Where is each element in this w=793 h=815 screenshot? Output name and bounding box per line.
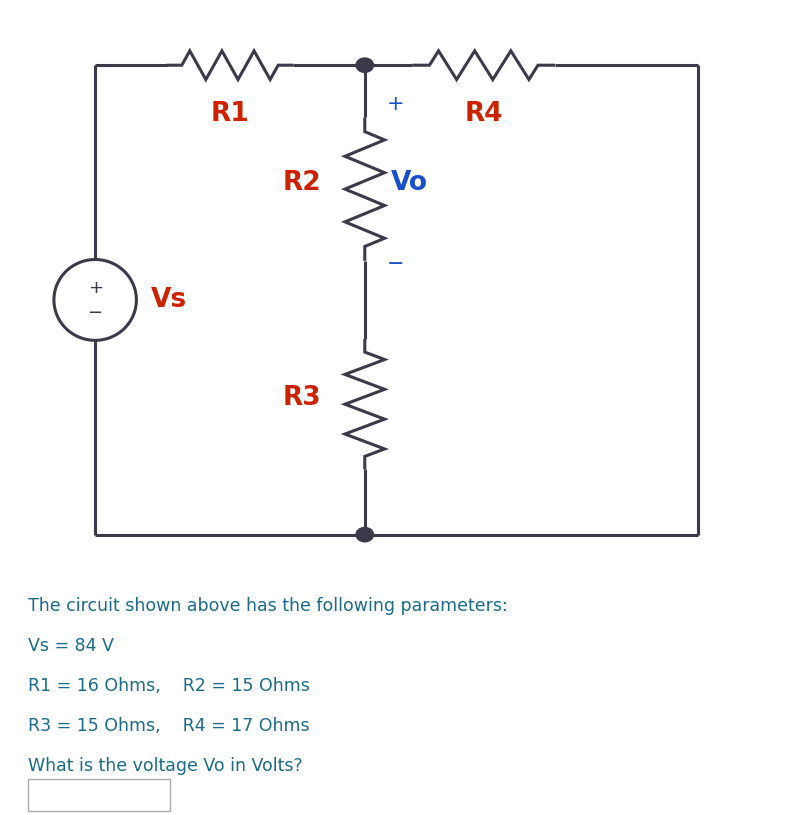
Text: Vs = 84 V: Vs = 84 V <box>28 637 113 655</box>
Text: +: + <box>387 94 404 114</box>
Text: Vo: Vo <box>391 170 428 196</box>
FancyBboxPatch shape <box>28 778 170 812</box>
Text: What is the voltage Vo in Volts?: What is the voltage Vo in Volts? <box>28 757 302 775</box>
Text: The circuit shown above has the following parameters:: The circuit shown above has the followin… <box>28 597 508 615</box>
Text: −: − <box>387 254 404 275</box>
Text: +: + <box>88 280 102 297</box>
Text: R1: R1 <box>211 101 249 127</box>
Text: R1 = 16 Ohms,    R2 = 15 Ohms: R1 = 16 Ohms, R2 = 15 Ohms <box>28 677 309 695</box>
Text: R3 = 15 Ohms,    R4 = 17 Ohms: R3 = 15 Ohms, R4 = 17 Ohms <box>28 717 309 735</box>
Circle shape <box>356 527 374 542</box>
Circle shape <box>356 58 374 73</box>
Text: R4: R4 <box>465 101 503 127</box>
Text: R3: R3 <box>282 385 321 411</box>
Text: Vs: Vs <box>151 287 187 313</box>
Text: −: − <box>87 304 103 322</box>
Text: R2: R2 <box>282 170 321 196</box>
